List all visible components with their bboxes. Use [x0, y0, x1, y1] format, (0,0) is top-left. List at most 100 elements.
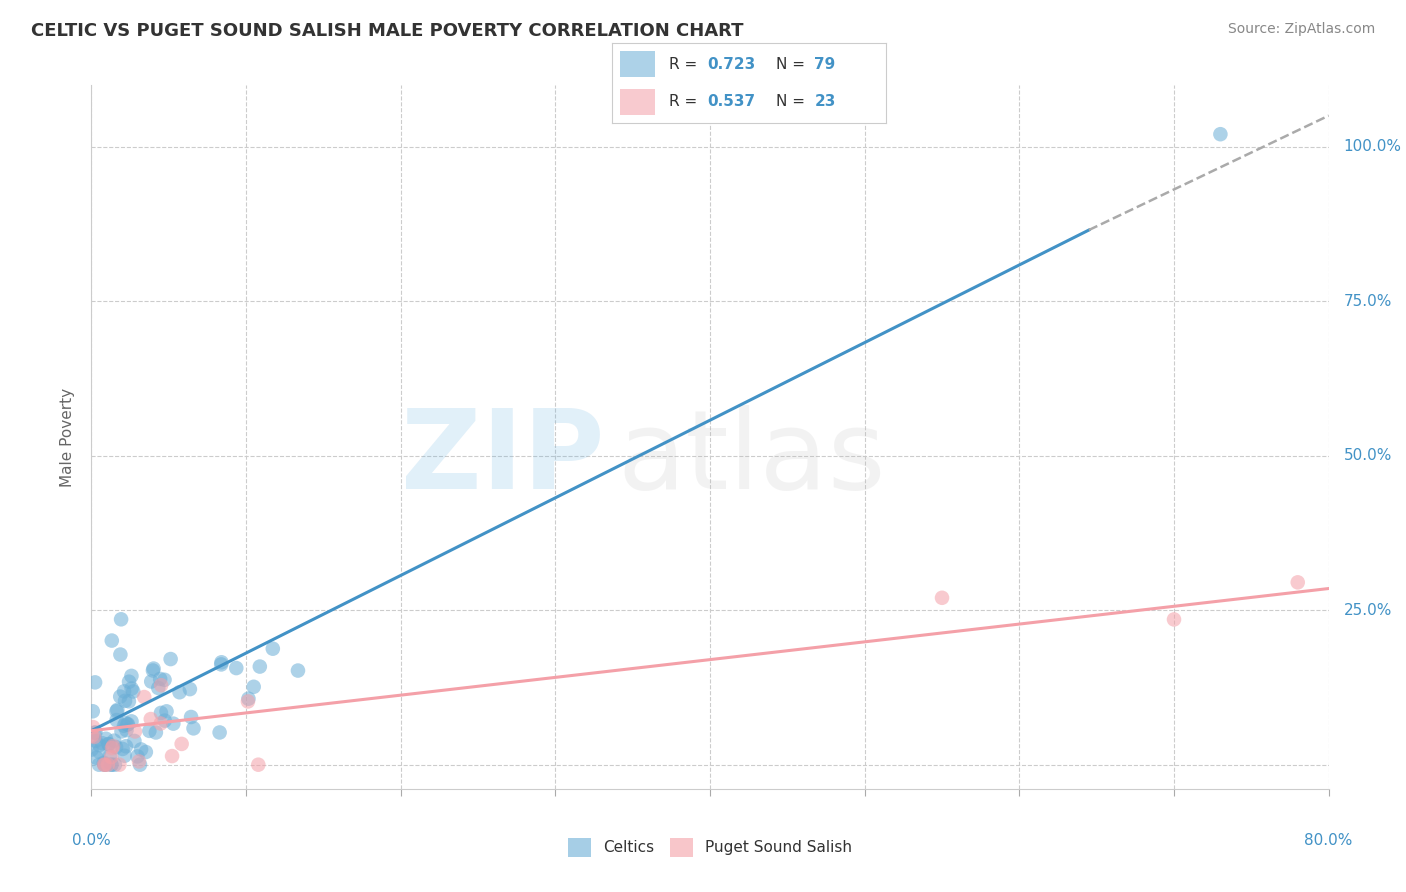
Point [149, 706, 172, 720]
Point [118, 674, 141, 689]
Text: 75.0%: 75.0% [1344, 293, 1392, 309]
Point [91, 736, 114, 750]
Text: 79: 79 [814, 57, 835, 72]
Text: N =: N = [776, 94, 810, 109]
Point [94, 757, 117, 772]
Text: atlas: atlas [617, 405, 886, 512]
Point [142, 664, 165, 678]
Point [93, 757, 115, 772]
Point [162, 716, 184, 731]
Text: ZIP: ZIP [402, 405, 605, 512]
Point [135, 745, 157, 759]
Text: 0.537: 0.537 [707, 94, 755, 109]
Point [153, 673, 176, 687]
Point [139, 712, 162, 726]
Point [110, 690, 132, 704]
Point [249, 659, 271, 673]
Point [149, 672, 172, 686]
Point [100, 750, 122, 764]
Point [115, 739, 138, 754]
Bar [620, 51, 655, 78]
Point [142, 662, 165, 676]
Point [97, 737, 120, 751]
Point [105, 704, 128, 718]
Point [89, 745, 111, 759]
Point [129, 742, 152, 756]
Point [134, 690, 156, 704]
Point [287, 664, 309, 678]
Point [86, 751, 108, 765]
Point [114, 694, 136, 708]
Point [93, 757, 115, 772]
Text: 80.0%: 80.0% [1305, 833, 1353, 847]
Point [100, 757, 122, 772]
Point [97, 757, 120, 772]
Point [80, 742, 103, 756]
Point [170, 737, 193, 751]
Point [262, 641, 284, 656]
Point [94, 757, 117, 772]
Point [160, 749, 183, 764]
Point [94, 731, 117, 746]
Point [124, 734, 146, 748]
Point [121, 714, 143, 729]
Point [145, 725, 167, 739]
Point [105, 740, 128, 755]
Point [225, 661, 247, 675]
Point [247, 757, 270, 772]
Point [141, 674, 163, 689]
Point [124, 724, 146, 739]
Point [93, 756, 115, 770]
Legend: Celtics, Puget Sound Salish: Celtics, Puget Sound Salish [562, 832, 858, 863]
Point [159, 652, 181, 666]
Point [112, 719, 135, 733]
Point [84, 734, 107, 748]
Text: 23: 23 [814, 94, 837, 109]
Point [83, 725, 105, 739]
Text: CELTIC VS PUGET SOUND SALISH MALE POVERTY CORRELATION CHART: CELTIC VS PUGET SOUND SALISH MALE POVERT… [31, 22, 744, 40]
Point [118, 694, 141, 708]
Point [155, 704, 177, 718]
Point [169, 685, 191, 699]
Point [110, 724, 132, 739]
Point [98, 749, 121, 764]
Point [105, 703, 128, 717]
Point [100, 757, 122, 772]
Point [138, 723, 160, 738]
Point [180, 710, 202, 724]
Point [120, 669, 142, 683]
Point [179, 682, 201, 697]
Point [153, 714, 176, 728]
Point [108, 757, 131, 772]
Point [1286, 575, 1309, 590]
Point [105, 713, 128, 727]
Point [122, 684, 145, 698]
Point [84, 725, 107, 739]
Point [209, 657, 232, 672]
Point [183, 722, 205, 736]
Point [127, 749, 149, 764]
Point [236, 694, 259, 708]
Point [101, 739, 124, 753]
Point [82, 704, 104, 718]
Text: 0.0%: 0.0% [72, 833, 111, 847]
Point [211, 655, 233, 669]
Point [117, 717, 139, 731]
Point [111, 742, 134, 756]
Point [83, 730, 105, 744]
Point [114, 715, 136, 730]
Point [1209, 127, 1232, 141]
Point [84, 675, 107, 690]
Point [931, 591, 953, 605]
Point [112, 684, 135, 698]
Point [80, 729, 103, 743]
Point [1163, 612, 1185, 626]
Point [121, 681, 143, 696]
Point [208, 725, 231, 739]
Point [101, 633, 124, 648]
Text: N =: N = [776, 57, 810, 72]
Point [117, 717, 139, 731]
Point [82, 720, 104, 734]
Point [148, 681, 170, 695]
Point [110, 648, 132, 662]
